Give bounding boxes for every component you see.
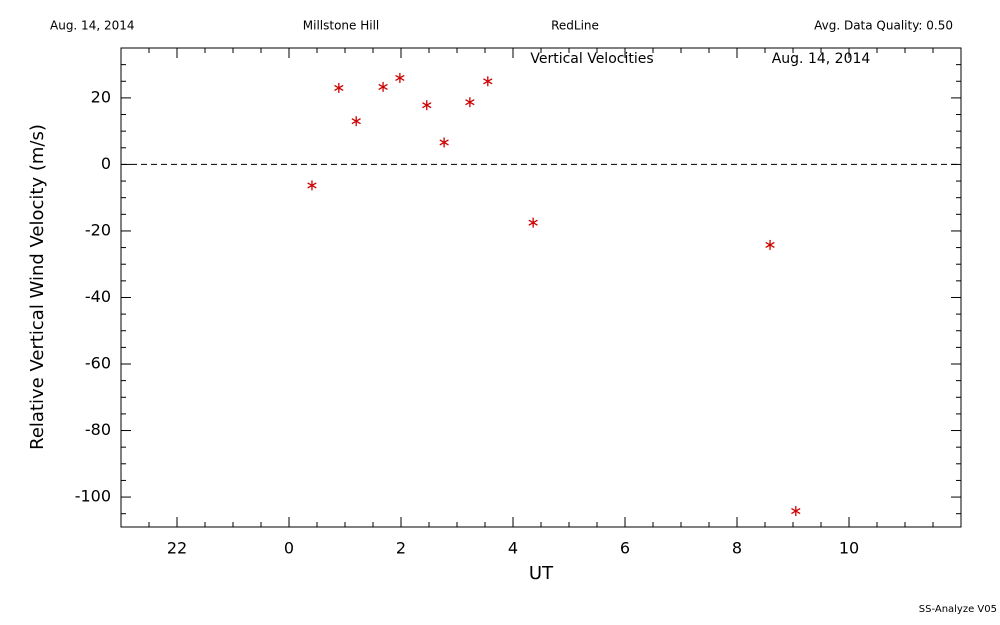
y-tick-label: -80 (85, 420, 111, 439)
point (334, 82, 344, 93)
point (422, 100, 432, 111)
point-stroke (395, 74, 405, 82)
point-stroke (422, 102, 432, 109)
x-tick-label: 2 (396, 539, 406, 558)
header-line: RedLine (551, 19, 599, 33)
header-site: Millstone Hill (303, 19, 379, 33)
point-stroke (351, 118, 361, 125)
point (765, 239, 775, 250)
y-tick-label: 0 (101, 154, 111, 173)
footer: SS-Analyze V05 (919, 604, 997, 615)
x-tick-label: 22 (167, 539, 187, 558)
point-stroke (307, 182, 317, 189)
x-tick-label: 8 (732, 539, 742, 558)
x-tick-label: 4 (508, 539, 518, 558)
point-stroke (791, 507, 801, 515)
point (351, 116, 361, 127)
y-tick-label: 20 (91, 87, 111, 106)
point-stroke (334, 84, 344, 91)
header-date: Aug. 14, 2014 (50, 19, 135, 33)
point-stroke (765, 241, 775, 248)
chart-subtitle: Aug. 14, 2014 (772, 51, 871, 67)
point (439, 137, 449, 148)
chart-title: Vertical Velocities (530, 51, 653, 67)
x-tick-label: 0 (284, 539, 294, 558)
y-axis-label: Relative Vertical Wind Velocity (m/s) (27, 124, 48, 450)
point (528, 217, 538, 228)
x-tick-label: 6 (620, 539, 630, 558)
point (378, 81, 388, 92)
y-tick-label: -40 (85, 287, 111, 306)
point-stroke (439, 139, 449, 146)
point (483, 76, 493, 87)
point-stroke (378, 83, 388, 90)
point-stroke (483, 78, 493, 85)
y-tick-label: -100 (75, 487, 111, 506)
x-axis-label: UT (529, 563, 554, 584)
y-tick-label: -20 (85, 220, 111, 239)
point (307, 180, 317, 191)
y-tick-label: -60 (85, 354, 111, 373)
point-stroke (528, 219, 538, 226)
header-quality: Avg. Data Quality: 0.50 (814, 19, 953, 33)
point-stroke (465, 99, 475, 106)
x-tick-label: 10 (839, 539, 859, 558)
point (791, 506, 801, 517)
point (395, 72, 405, 83)
point (465, 97, 475, 108)
